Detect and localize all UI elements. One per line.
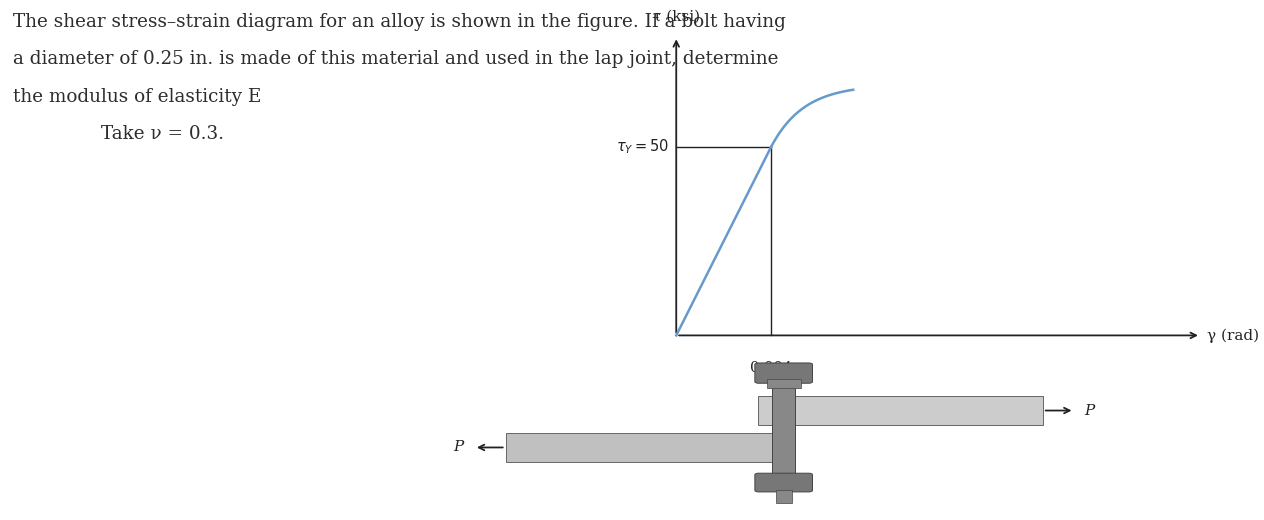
- FancyBboxPatch shape: [776, 490, 791, 503]
- FancyBboxPatch shape: [755, 363, 813, 383]
- Text: 0.004: 0.004: [750, 361, 793, 375]
- FancyBboxPatch shape: [758, 396, 1043, 425]
- FancyBboxPatch shape: [772, 377, 795, 476]
- Text: γ (rad): γ (rad): [1207, 328, 1259, 343]
- Text: τ (ksi): τ (ksi): [652, 9, 700, 23]
- Text: a diameter of 0.25 in. is made of this material and used in the lap joint, deter: a diameter of 0.25 in. is made of this m…: [13, 50, 779, 69]
- Text: the modulus of elasticity E: the modulus of elasticity E: [13, 88, 260, 106]
- Text: The shear stress–strain diagram for an alloy is shown in the figure. If a bolt h: The shear stress–strain diagram for an a…: [13, 13, 785, 31]
- FancyBboxPatch shape: [755, 473, 813, 492]
- Text: $\tau_Y = 50$: $\tau_Y = 50$: [616, 138, 669, 157]
- FancyBboxPatch shape: [766, 379, 801, 388]
- Text: P: P: [454, 440, 464, 454]
- FancyBboxPatch shape: [506, 433, 790, 462]
- Text: P: P: [1085, 404, 1095, 418]
- Text: Take ν = 0.3.: Take ν = 0.3.: [101, 125, 224, 143]
